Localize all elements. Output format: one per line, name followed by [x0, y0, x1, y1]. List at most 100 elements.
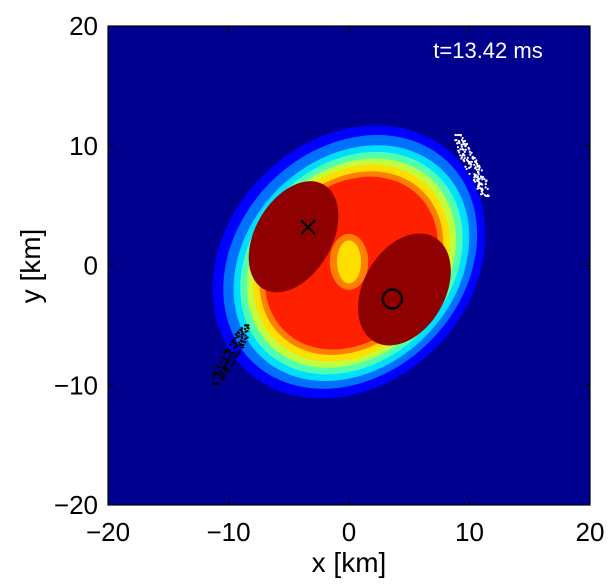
black-tracers-dot — [226, 348, 230, 351]
white-tracers-dot — [465, 158, 469, 162]
white-tracers-dot — [462, 152, 465, 156]
white-tracers-dot — [463, 160, 466, 163]
y-tick-label: −20 — [54, 490, 98, 520]
white-tracers-dot — [475, 168, 478, 171]
black-tracers-dot — [232, 341, 235, 344]
core-region-4 — [368, 201, 398, 229]
white-tracers-dot — [463, 139, 467, 143]
black-tracers-dot — [236, 330, 240, 333]
white-tracers-dot — [486, 194, 490, 198]
white-tracers-dot — [480, 176, 483, 179]
black-tracers-dot — [244, 334, 247, 337]
white-tracers-dot — [460, 143, 463, 146]
white-tracers-dot — [481, 178, 484, 181]
black-tracers-dot — [213, 374, 216, 377]
white-tracers-dot — [476, 187, 479, 190]
time-annotation: t=13.42 ms — [433, 38, 542, 63]
x-tick-label: 10 — [455, 517, 484, 547]
black-tracers-dot — [238, 352, 241, 355]
particle-clusters — [211, 133, 490, 386]
black-tracers-dot — [223, 369, 226, 372]
white-tracers-dot — [468, 166, 471, 170]
black-tracers-dot — [223, 374, 226, 377]
black-tracers-dot — [233, 354, 236, 357]
center-feature — [329, 233, 369, 290]
black-tracers-dot — [227, 369, 230, 372]
cross-marker-stroke-2 — [300, 219, 316, 235]
black-tracers-dot — [223, 351, 226, 354]
black-tracers-dot — [243, 324, 247, 327]
black-tracers-dot — [224, 366, 227, 369]
white-tracers-dot — [461, 136, 464, 140]
black-tracers-dot — [215, 372, 218, 375]
black-tracers-dot — [244, 341, 247, 344]
black-tracers-dot — [240, 327, 243, 330]
white-tracers-dot — [458, 141, 461, 145]
black-tracers-dot — [240, 346, 243, 349]
black-tracers-dot — [244, 337, 247, 340]
white-tracers-dot — [486, 187, 489, 191]
white-tracers-dot — [461, 140, 465, 143]
white-tracers-dot — [480, 169, 483, 172]
black-tracers-dot — [235, 334, 238, 337]
core-region-2 — [358, 233, 451, 346]
core-region-1 — [248, 181, 339, 293]
white-tracers-dot — [459, 133, 462, 137]
black-tracers-dot — [233, 360, 236, 363]
black-tracers-dot — [240, 340, 243, 343]
white-tracers-dot — [469, 165, 472, 168]
white-tracers-dot — [459, 148, 462, 151]
white-tracers-dot — [467, 162, 471, 165]
white-tracers-dot — [461, 147, 464, 151]
white-tracers-dot — [477, 171, 480, 174]
white-tracers-dot — [456, 142, 459, 145]
black-tracers-dot — [242, 340, 245, 343]
black-tracers-dot — [241, 333, 244, 336]
black-tracers-dot — [246, 326, 249, 329]
circle-marker — [381, 288, 403, 310]
black-tracers-dot — [221, 372, 224, 376]
black-tracers-dot — [240, 336, 244, 339]
white-tracers-dot — [481, 176, 485, 179]
black-tracers-dot — [215, 364, 218, 367]
x-tick-label: 0 — [342, 517, 356, 547]
black-tracers-dot — [241, 330, 244, 333]
black-tracers-dot — [238, 350, 241, 353]
black-tracers-dot — [228, 349, 231, 352]
black-tracers-dot — [247, 324, 250, 327]
black-tracers-dot — [214, 382, 217, 386]
x-tick-label: −20 — [86, 517, 130, 547]
black-tracers-dot — [234, 336, 237, 340]
white-tracers-dot — [471, 155, 474, 158]
black-tracers-dot — [211, 382, 215, 386]
white-tracers-dot — [480, 182, 483, 185]
y-tick-label: 20 — [69, 11, 98, 41]
white-tracers-dot — [460, 157, 463, 160]
axis-ticks — [107, 25, 591, 506]
black-tracers-dot — [219, 373, 222, 376]
black-tracers-dot — [222, 366, 225, 369]
black-tracers-dot — [226, 350, 229, 354]
black-tracers-dot — [238, 335, 241, 338]
white-tracers-dot — [455, 139, 458, 142]
white-tracers-dot — [470, 151, 473, 154]
black-tracers-dot — [237, 341, 240, 344]
black-tracers-dot — [217, 366, 220, 369]
black-tracers-dot — [242, 346, 245, 349]
white-tracers-dot — [460, 145, 463, 148]
black-tracers-dot — [217, 382, 220, 385]
axis-tick-labels: −20 −10 0 10 20 −20 −10 0 10 20 — [54, 11, 605, 547]
white-tracers-dot — [468, 172, 471, 175]
black-tracers-dot — [218, 370, 221, 373]
black-tracers-dot — [221, 378, 224, 381]
black-tracers-dot — [229, 355, 232, 358]
y-tick-label: 10 — [69, 131, 98, 161]
white-tracers-dot — [477, 173, 480, 176]
white-tracers-dot — [479, 187, 482, 191]
white-tracers-dot — [479, 193, 483, 196]
white-tracers-dot — [474, 167, 477, 170]
white-tracers-dot — [477, 180, 480, 183]
white-tracers-dot — [481, 192, 484, 195]
white-tracers-dot — [478, 166, 481, 169]
black-tracers-dot — [219, 371, 222, 374]
